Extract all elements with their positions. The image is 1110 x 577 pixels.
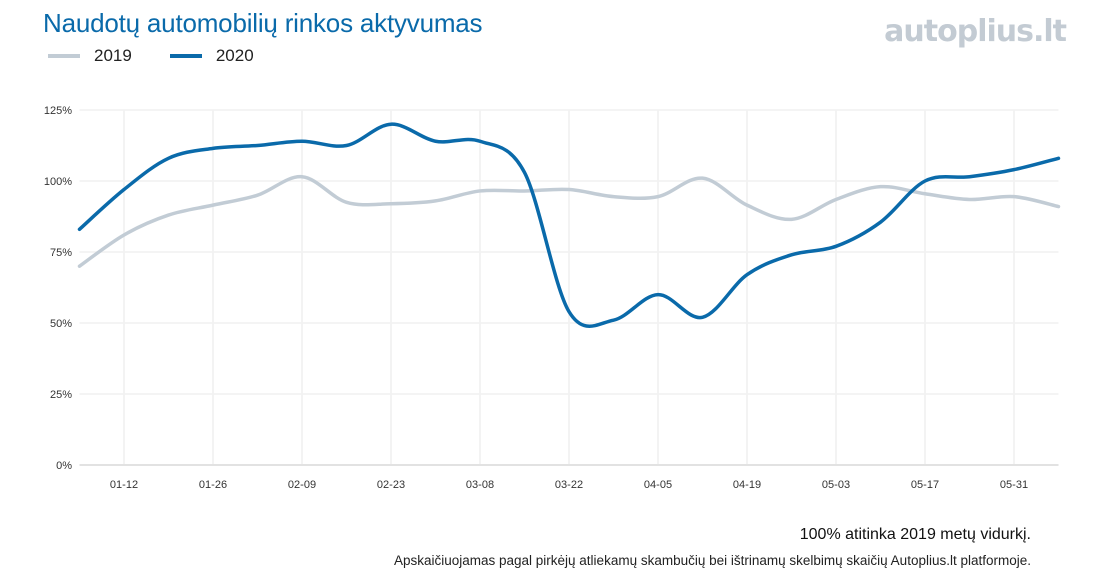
- x-tick-label: 05-03: [822, 479, 850, 491]
- legend-item-2020: 2020: [169, 46, 254, 66]
- y-tick-label: 50%: [50, 318, 72, 330]
- x-tick-label: 01-26: [199, 479, 227, 491]
- legend-label-2020: 2020: [215, 46, 254, 65]
- legend: 2019 2020: [48, 46, 292, 66]
- footnote-main: 100% atitinka 2019 metų vidurkį.: [799, 526, 1031, 543]
- x-tick-label: 02-09: [288, 479, 316, 491]
- chart-title: Naudotų automobilių rinkos aktyvumas: [43, 8, 483, 38]
- x-tick-label: 05-31: [1000, 479, 1028, 491]
- x-tick-label: 01-12: [110, 479, 138, 491]
- y-tick-label: 0%: [56, 460, 72, 472]
- y-tick-label: 125%: [44, 105, 72, 117]
- autoplius-logo: autoplius.lt: [884, 14, 1067, 49]
- legend-swatch-2020: [169, 54, 202, 58]
- series-line-2019: [77, 174, 1061, 268]
- x-tick-label: 02-23: [377, 479, 405, 491]
- y-tick-label: 100%: [44, 176, 72, 188]
- x-tick-label: 04-19: [733, 479, 761, 491]
- y-tick-label: 25%: [50, 389, 72, 401]
- x-tick-label: 03-08: [466, 479, 494, 491]
- legend-item-2019: 2019: [48, 46, 132, 66]
- legend-swatch-2019: [48, 54, 80, 58]
- x-tick-label: 05-17: [911, 479, 939, 491]
- y-tick-label: 75%: [50, 247, 72, 259]
- x-tick-label: 04-05: [644, 479, 672, 491]
- series-line-2020: [77, 122, 1061, 328]
- legend-label-2019: 2019: [94, 46, 132, 65]
- x-tick-label: 03-22: [555, 479, 583, 491]
- footnote-source: Apskaičiuojamas pagal pirkėjų atliekamų …: [393, 553, 1031, 568]
